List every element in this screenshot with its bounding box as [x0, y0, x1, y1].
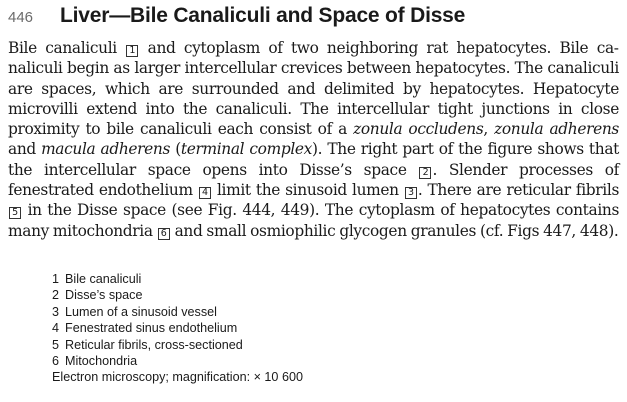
legend-label: Disse’s space [65, 288, 143, 303]
legend-label: Lumen of a sinusoid vessel [65, 304, 217, 319]
body-text-segment: ). The right part of the figure shows th… [8, 140, 619, 179]
legend-label: Bile canaliculi [65, 272, 142, 286]
figure-ref-box: 3 [404, 187, 417, 200]
body-text-segment: limit the sinusoid lumen [211, 181, 404, 200]
legend-number: 5 [52, 337, 60, 352]
legend-number: 1 [52, 272, 60, 286]
legend-number: 3 [52, 304, 60, 319]
body-text-segment: in the Disse space (see Fig. 444, 449). … [8, 201, 619, 240]
legend-item: 6 Mitochondria [52, 353, 303, 369]
figure-ref-box: 1 [126, 45, 139, 57]
page: 446 Liver—Bile Canaliculi and Space of D… [8, 4, 619, 241]
legend-item: 4 Fenestrated sinus endothelium [52, 320, 303, 336]
legend-footer: Electron microscopy; magnification: × 10… [52, 370, 303, 385]
italic-term: zonula occludens [353, 120, 484, 139]
legend-number: 6 [52, 354, 60, 369]
legend-number: 2 [52, 288, 60, 303]
legend-item: 5 Reticular fibrils, cross-sectioned [52, 337, 303, 353]
italic-term: terminal complex [180, 140, 313, 159]
legend-label: Fenestrated sinus endothelium [65, 321, 238, 336]
body-text-segment: and [8, 140, 42, 159]
body-text-segment: . Slender pro­cesses of fenestrated endo… [8, 160, 619, 200]
legend-label: Reticular fibrils, cross-sectioned [65, 337, 243, 352]
italic-term: macula adherens [41, 140, 171, 159]
body-paragraph: Bile canaliculi 1 and cytoplasm of two n… [8, 38, 619, 241]
italic-term: zonula adherens [494, 120, 619, 139]
legend-item: 1 Bile canaliculi [52, 271, 303, 287]
page-number: 446 [8, 9, 34, 26]
body-text-segment: ( [170, 140, 181, 159]
page-header: 446 Liver—Bile Canaliculi and Space of D… [8, 4, 619, 34]
legend-item: 2 Disse’s space [52, 287, 303, 303]
body-text-segment: Bile canaliculi [8, 39, 126, 57]
figure-legend: 1 Bile canaliculi 2 Disse’s space 3 Lumen o… [52, 271, 303, 386]
figure-ref-box: 6 [157, 227, 170, 240]
body-text-segment: , [483, 120, 495, 139]
legend-number: 4 [52, 321, 60, 336]
body-text-segment: and small osmiophilic glycogen granules … [170, 221, 619, 240]
legend-item: 3 Lumen of a sinusoid vessel [52, 304, 303, 320]
figure-ref-box: 5 [9, 207, 21, 220]
legend-label: Mitochondria [65, 354, 138, 369]
body-text-segment: and cytoplasm of two neighboring rat hep… [8, 39, 619, 139]
figure-ref-box: 2 [419, 166, 432, 179]
figure-ref-box: 4 [198, 187, 211, 200]
page-title: Liver—Bile Canaliculi and Space of Disse [60, 4, 466, 27]
body-text-segment: . There are reticular fibrils [417, 181, 619, 200]
